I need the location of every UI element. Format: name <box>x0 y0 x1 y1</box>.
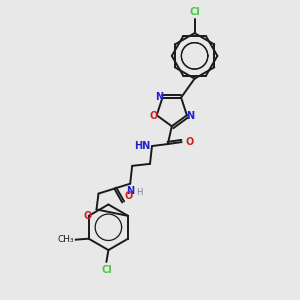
Text: O: O <box>150 111 158 121</box>
Text: HN: HN <box>134 141 150 151</box>
Text: N: N <box>155 92 164 102</box>
Text: H: H <box>136 188 142 196</box>
Text: Cl: Cl <box>101 265 112 275</box>
Text: N: N <box>186 111 194 121</box>
Text: O: O <box>83 212 92 221</box>
Text: CH₃: CH₃ <box>57 235 74 244</box>
Text: N: N <box>126 186 134 196</box>
Text: Cl: Cl <box>189 7 200 17</box>
Text: O: O <box>186 137 194 147</box>
Text: O: O <box>124 190 133 200</box>
